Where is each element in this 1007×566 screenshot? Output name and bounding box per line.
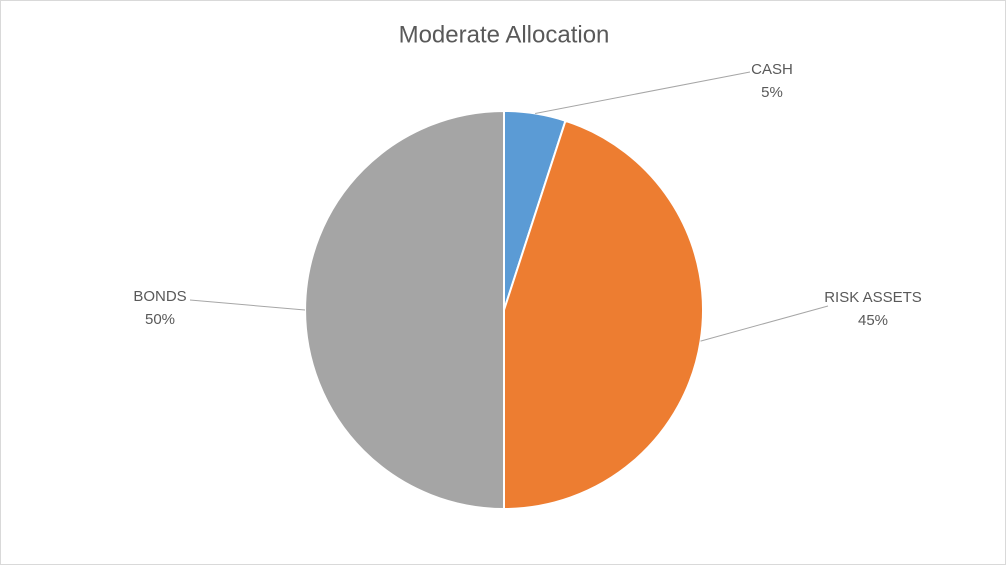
leader-line bbox=[700, 305, 829, 342]
pie-slice bbox=[503, 119, 704, 511]
leader-line bbox=[189, 299, 306, 311]
chart-title: Moderate Allocation bbox=[399, 21, 610, 48]
value-label: 50% bbox=[145, 311, 175, 328]
category-label: RISK ASSETS bbox=[824, 289, 922, 306]
category-label: BONDS bbox=[133, 288, 186, 305]
value-label: 5% bbox=[761, 84, 783, 101]
category-label: CASH bbox=[751, 61, 793, 78]
leader-line bbox=[535, 71, 751, 114]
value-label: 45% bbox=[858, 312, 888, 329]
